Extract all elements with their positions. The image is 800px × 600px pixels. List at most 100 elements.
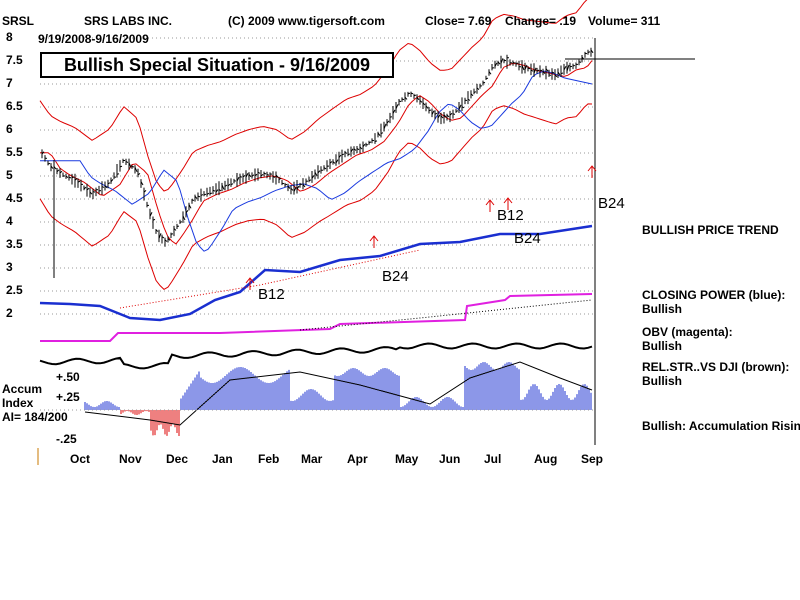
- close-value: Close= 7.69: [425, 14, 492, 28]
- price-bar-close: [218, 188, 222, 192]
- price-bar-close: [422, 102, 426, 106]
- price-bar-close: [410, 92, 414, 95]
- signal-label: B24: [514, 230, 541, 247]
- price-bar-close: [443, 114, 447, 118]
- chart-banner: Bullish Special Situation - 9/16/2009: [40, 52, 394, 78]
- price-bar-close: [488, 71, 492, 75]
- price-bar-close: [293, 187, 297, 192]
- price-bar-close: [296, 185, 300, 190]
- price-bar-close: [254, 173, 258, 177]
- price-bar-close: [377, 132, 381, 136]
- price-bar-close: [527, 67, 531, 70]
- price-bar-close: [212, 189, 216, 192]
- price-bar-close: [275, 174, 279, 178]
- price-bar-close: [185, 209, 189, 214]
- accum-ma-line: [84, 361, 593, 426]
- price-bar-close: [476, 87, 480, 90]
- price-bar-close: [395, 104, 399, 109]
- price-bar-close: [200, 194, 204, 196]
- price-bar-close: [47, 162, 51, 165]
- price-bar-close: [92, 191, 96, 193]
- price-bar-close: [143, 190, 147, 193]
- price-bar-close: [314, 172, 318, 176]
- signal-label: B24: [382, 268, 409, 285]
- price-bar-close: [446, 114, 450, 118]
- x-tick-label: Oct: [70, 452, 91, 466]
- relstr-line: [39, 342, 593, 370]
- price-bar-close: [512, 61, 516, 64]
- price-bar-close: [515, 62, 519, 65]
- price-bar-close: [152, 218, 156, 221]
- price-bar-close: [125, 161, 129, 163]
- price-bar-close: [362, 143, 366, 148]
- y-tick-label: 6.5: [6, 99, 23, 113]
- price-bar-close: [242, 174, 246, 178]
- company-name: SRS LABS INC.: [84, 14, 173, 28]
- price-bar-close: [329, 161, 333, 164]
- price-bar-close: [272, 176, 276, 178]
- price-bar-close: [182, 215, 186, 221]
- x-tick-label: Nov: [119, 452, 142, 466]
- signal-arrow-head: [369, 235, 379, 242]
- price-bar-close: [50, 165, 54, 169]
- price-bar-close: [350, 148, 354, 153]
- y-tick-label: 5: [6, 168, 13, 182]
- price-bar-close: [332, 161, 336, 164]
- price-bar-close: [167, 238, 171, 241]
- y-tick-label: 3: [6, 260, 13, 274]
- y-tick-label: 3.5: [6, 237, 23, 251]
- price-bar-close: [416, 97, 420, 101]
- signal-arrow-head: [587, 165, 597, 172]
- price-bar-close: [521, 65, 525, 71]
- price-bar-close: [359, 146, 363, 150]
- price-bar-close: [119, 165, 123, 168]
- price-bar-close: [347, 153, 351, 156]
- long-ma-line: [40, 70, 593, 252]
- accum-tick: -.25: [56, 432, 77, 446]
- price-trend-label: BULLISH PRICE TREND: [642, 223, 779, 237]
- price-bar-close: [431, 110, 435, 115]
- lower-band-line: [39, 103, 593, 291]
- signal-arrow-head: [485, 199, 495, 206]
- price-bar-close: [194, 195, 198, 199]
- price-bar-close: [164, 239, 168, 242]
- volume-value: Volume= 311: [588, 14, 661, 28]
- price-bar-close: [524, 64, 528, 70]
- price-bar-close: [545, 68, 549, 72]
- obv-label: OBV (magenta):: [642, 325, 733, 339]
- signal-label: B24: [598, 195, 625, 212]
- price-bar-close: [311, 175, 315, 179]
- price-bar-close: [77, 180, 81, 183]
- price-bar-close: [260, 173, 264, 177]
- x-tick-label: Dec: [166, 452, 189, 466]
- x-tick-label: Jun: [439, 452, 461, 466]
- price-bar-close: [551, 71, 555, 74]
- price-bar-close: [263, 172, 267, 175]
- price-bar-close: [392, 109, 396, 114]
- price-bar-close: [158, 233, 162, 239]
- x-tick-label: Feb: [258, 452, 280, 466]
- price-bar-close: [482, 81, 486, 84]
- price-bar-close: [383, 123, 387, 130]
- x-tick-label: Apr: [347, 452, 368, 466]
- price-bar-close: [227, 183, 231, 187]
- price-bar-close: [173, 228, 177, 231]
- obv-trendline: [299, 299, 593, 331]
- price-bar-close: [425, 105, 429, 109]
- obv-state: Bullish: [642, 339, 683, 353]
- price-bar-close: [494, 62, 498, 67]
- price-bar-close: [458, 104, 462, 110]
- price-bar-close: [590, 49, 594, 54]
- signal-label: B12: [497, 207, 524, 224]
- price-bar-close: [278, 177, 282, 181]
- price-bar-close: [245, 172, 249, 178]
- price-bar-close: [83, 186, 87, 190]
- price-bar-close: [224, 184, 228, 187]
- price-bar-close: [110, 178, 114, 182]
- accum-title: Accum: [2, 382, 43, 396]
- cp-trendline: [119, 249, 421, 309]
- price-bar-close: [188, 204, 192, 209]
- price-bar-close: [548, 74, 552, 76]
- price-bar-close: [341, 153, 345, 156]
- price-bar-close: [155, 229, 159, 232]
